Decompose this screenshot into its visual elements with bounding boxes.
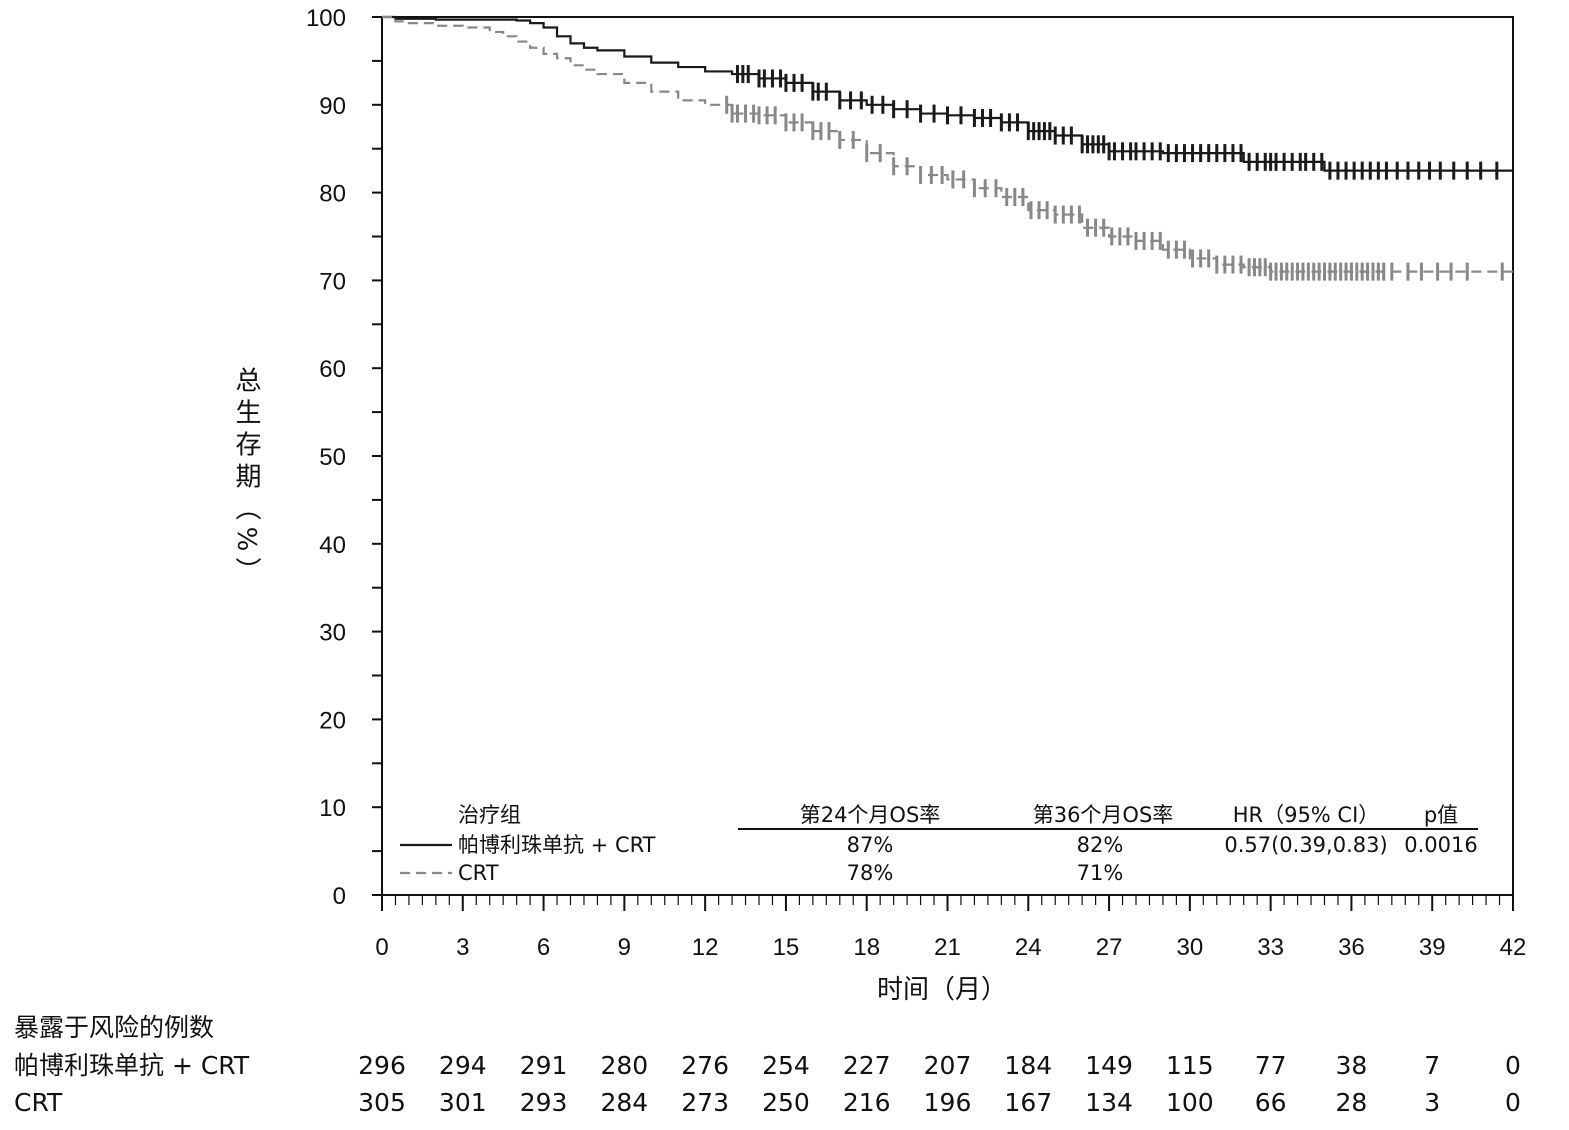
plot-frame	[381, 16, 1514, 896]
x-tick-label: 3	[456, 934, 469, 961]
risk-count: 115	[1166, 1051, 1214, 1080]
y-tick-label: 50	[319, 444, 346, 471]
y-tick-label: 90	[319, 93, 346, 120]
risk-row-label-crt: CRT	[14, 1088, 63, 1117]
risk-count: 0	[1505, 1051, 1521, 1080]
risk-count: 66	[1255, 1088, 1287, 1117]
risk-count: 216	[843, 1088, 891, 1117]
x-tick-label: 0	[375, 934, 388, 961]
risk-count: 184	[1004, 1051, 1052, 1080]
risk-count: 149	[1085, 1051, 1133, 1080]
y-tick-label: 100	[306, 5, 346, 32]
legend-os36-crt: 71%	[1077, 861, 1124, 885]
risk-count: 134	[1085, 1088, 1133, 1117]
legend-col-os36: 第36个月OS率	[1033, 803, 1174, 827]
x-tick-label: 6	[537, 934, 550, 961]
risk-row-label-pembrolizumab-crt: 帕博利珠单抗 + CRT	[14, 1051, 250, 1080]
series-line-pembrolizumab-crt	[382, 15, 1513, 172]
legend-hr-value: 0.57(0.39,0.83)	[1224, 833, 1387, 857]
x-tick-label: 36	[1338, 934, 1365, 961]
series-layer	[382, 15, 1513, 281]
legend-p-value: 0.0016	[1404, 833, 1477, 857]
axis-titles: 时间（月） 总生存期（%）	[231, 367, 1007, 1005]
risk-count: 305	[358, 1088, 406, 1117]
x-tick-label: 9	[618, 934, 631, 961]
y-tick-label: 10	[319, 795, 346, 822]
x-tick-label: 18	[853, 934, 880, 961]
risk-count: 280	[600, 1051, 648, 1080]
x-tick-label: 12	[692, 934, 719, 961]
risk-count: 293	[520, 1088, 568, 1117]
risk-count: 254	[762, 1051, 810, 1080]
x-tick-label: 21	[934, 934, 961, 961]
legend-title: 治疗组	[458, 803, 521, 827]
risk-count: 167	[1004, 1088, 1052, 1117]
y-axis: 0 10 20 30 40 50 60 70 80 90 100	[306, 5, 382, 910]
legend-os24-crt: 78%	[847, 861, 894, 885]
y-tick-label: 30	[319, 620, 346, 647]
legend-col-p: p值	[1424, 803, 1458, 827]
legend-os24-pembrolizumab-crt: 87%	[847, 833, 894, 857]
risk-count: 28	[1336, 1088, 1368, 1117]
risk-count: 3	[1424, 1088, 1440, 1117]
risk-count: 0	[1505, 1088, 1521, 1117]
legend-label-crt: CRT	[458, 861, 499, 885]
risk-count: 301	[439, 1088, 487, 1117]
legend-col-hr: HR（95% CI）	[1233, 803, 1380, 827]
risk-count: 296	[358, 1051, 406, 1080]
risk-count: 38	[1336, 1051, 1368, 1080]
y-tick-label: 20	[319, 707, 346, 734]
x-tick-label: 15	[773, 934, 800, 961]
x-axis: 0 3 6 9 12 15 18 21 24 27 30 33 36 39 42	[375, 895, 1526, 961]
x-tick-label: 27	[1096, 934, 1123, 961]
y-tick-label: 0	[333, 883, 346, 910]
x-tick-label: 33	[1257, 934, 1284, 961]
y-tick-label: 60	[319, 356, 346, 383]
legend-os36-pembrolizumab-crt: 82%	[1077, 833, 1124, 857]
risk-count: 294	[439, 1051, 487, 1080]
y-tick-label: 40	[319, 532, 346, 559]
risk-count: 276	[681, 1051, 729, 1080]
x-tick-label: 42	[1500, 934, 1527, 961]
x-axis-title: 时间（月）	[877, 975, 1007, 1005]
risk-table-title: 暴露于风险的例数	[14, 1013, 214, 1042]
legend-label-pembrolizumab-crt: 帕博利珠单抗 + CRT	[458, 833, 656, 857]
y-tick-label: 80	[319, 181, 346, 208]
risk-count: 196	[924, 1088, 972, 1117]
x-tick-label: 39	[1419, 934, 1446, 961]
risk-count: 207	[924, 1051, 972, 1080]
risk-count: 284	[600, 1088, 648, 1117]
risk-count: 7	[1424, 1051, 1440, 1080]
risk-count: 100	[1166, 1088, 1214, 1117]
risk-count: 227	[843, 1051, 891, 1080]
x-tick-label: 30	[1177, 934, 1204, 961]
risk-count: 250	[762, 1088, 810, 1117]
x-tick-label: 24	[1015, 934, 1042, 961]
y-axis-title: 总生存期（%）	[231, 367, 261, 590]
series-line-crt	[382, 15, 1513, 273]
legend-col-os24: 第24个月OS率	[800, 803, 941, 827]
risk-count: 291	[520, 1051, 568, 1080]
risk-count: 273	[681, 1088, 729, 1117]
plot-border	[381, 16, 1514, 896]
risk-count: 77	[1255, 1051, 1287, 1080]
y-tick-label: 70	[319, 268, 346, 295]
